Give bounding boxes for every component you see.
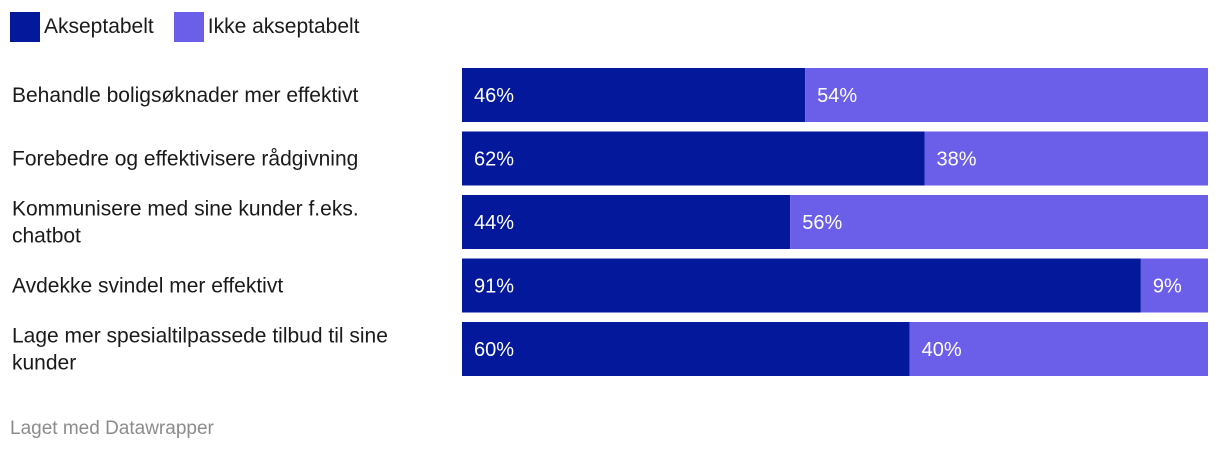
category-label-line: kunder	[12, 352, 76, 375]
value-label: 44%	[474, 212, 514, 234]
footer-credit: Laget med Datawrapper	[10, 418, 214, 439]
category-label: Kommunisere med sine kunder f.eks. chatbo…	[12, 198, 359, 248]
bar-segment-akseptabelt	[462, 68, 806, 122]
value-label: 62%	[474, 149, 514, 171]
category-label: Avdekke svindel mer effektivt	[12, 275, 283, 298]
category-label-line: chatbot	[12, 225, 81, 248]
bar-segment-akseptabelt	[462, 131, 925, 186]
bar-segment-ikke-akseptabelt	[805, 68, 1208, 122]
value-label: 40%	[922, 339, 962, 361]
legend-label-ikke-akseptabelt: Ikke akseptabelt	[207, 15, 360, 38]
legend-item-ikke-akseptabelt: Ikke akseptabelt	[173, 12, 360, 42]
category-label: Lage mer spesialtilpassede tilbud til si…	[12, 325, 388, 375]
value-label: 91%	[474, 276, 514, 298]
bar-segment-akseptabelt	[462, 258, 1141, 313]
legend-item-akseptabelt: Akseptabelt	[10, 12, 154, 42]
category-label-line: Kommunisere med sine kunder f.eks.	[12, 198, 359, 221]
bar-segment-akseptabelt	[462, 322, 910, 376]
category-label-line: Lage mer spesialtilpassede tilbud til si…	[12, 325, 388, 348]
value-label: 9%	[1153, 276, 1182, 298]
chart-legend: Akseptabelt Ikke akseptabelt	[10, 12, 380, 42]
bar-segment-ikke-akseptabelt	[1140, 258, 1208, 313]
legend-label-akseptabelt: Akseptabelt	[44, 15, 154, 38]
legend-swatch-akseptabelt	[10, 12, 40, 42]
legend-swatch-ikke-akseptabelt	[173, 12, 204, 42]
category-label-line: Behandle boligsøknader mer effektivt	[12, 84, 358, 107]
category-label-line: Forebedre og effektivisere rådgivning	[12, 148, 358, 171]
category-label: Forebedre og effektivisere rådgivning	[12, 148, 358, 171]
bar-segment-ikke-akseptabelt	[924, 131, 1208, 186]
category-label: Behandle boligsøknader mer effektivt	[12, 84, 358, 107]
value-label: 56%	[802, 212, 842, 234]
value-label: 38%	[937, 149, 977, 171]
value-label: 60%	[474, 339, 514, 361]
bar-segment-ikke-akseptabelt	[790, 195, 1208, 249]
category-label-line: Avdekke svindel mer effektivt	[12, 275, 283, 298]
bar-segment-ikke-akseptabelt	[909, 322, 1208, 376]
value-label: 46%	[474, 85, 514, 107]
value-label: 54%	[817, 85, 857, 107]
bar-segment-akseptabelt	[462, 195, 791, 249]
stacked-bar-chart: Behandle boligsøknader mer effektivt 46% 5…	[12, 68, 1208, 376]
